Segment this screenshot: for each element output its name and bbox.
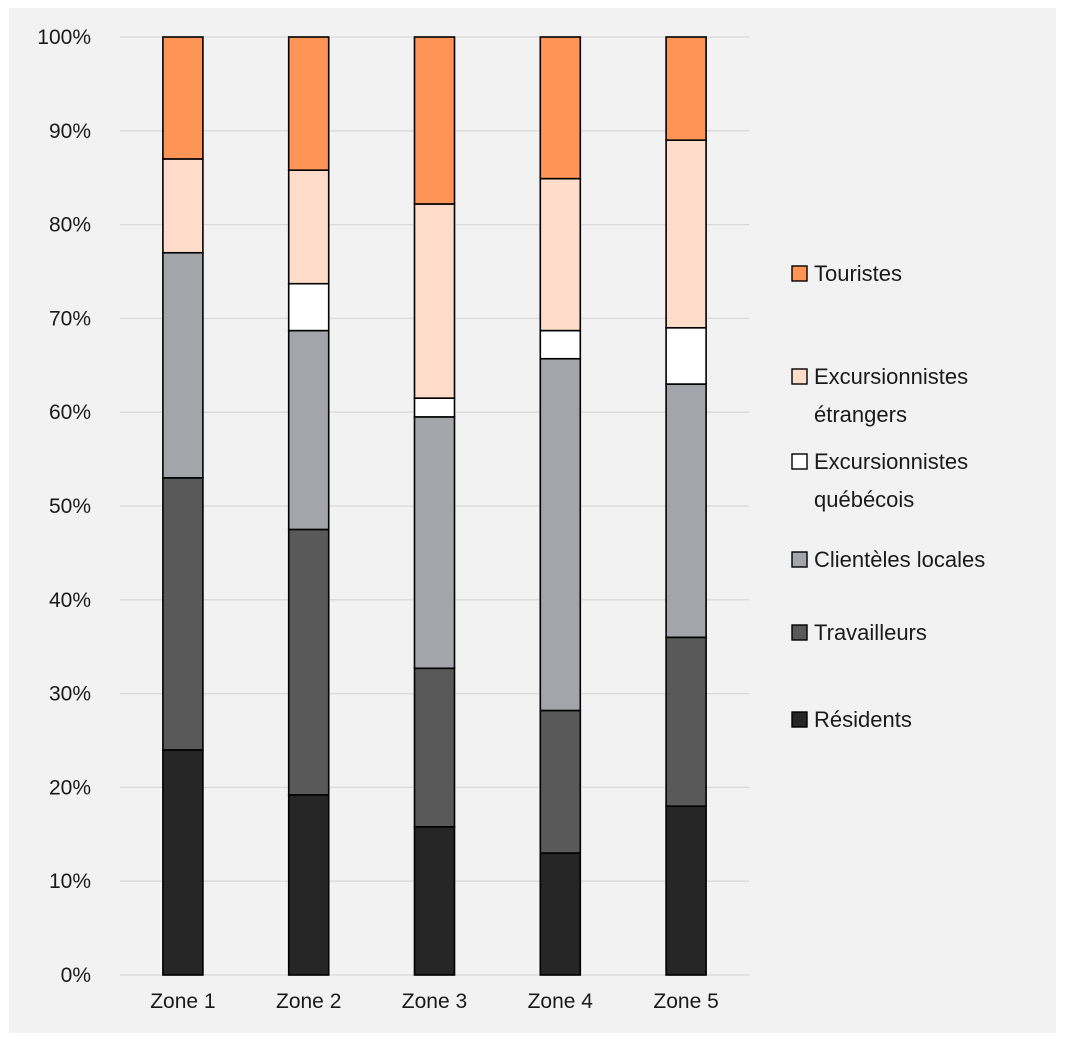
bar-segment [287,36,330,171]
y-tick-label: 70% [49,307,91,330]
legend-label: Touristes [814,261,902,286]
bar-segment [539,709,582,854]
y-tick-label: 20% [49,776,91,799]
legend-swatch [791,265,808,282]
legend-swatch [791,368,808,385]
bar-segment [287,169,330,285]
bar-segment [665,805,707,976]
x-tick-label: Zone 2 [276,990,341,1013]
legend-swatch [791,711,808,728]
legend-label: Excursionnistes [814,449,968,474]
y-tick-label: 10% [49,870,91,893]
x-tick-label: Zone 1 [150,990,215,1013]
legend-label: Résidents [814,707,912,732]
y-tick-label: 100% [37,26,91,49]
bar-segment [162,36,204,160]
legend-swatch [791,453,808,470]
bar-segment [287,282,330,332]
stacked-bar-chart: 0% 10% 20% 30% 40% 50% 60% 70% 80% 90% 100% Zone 1 Z… [37,26,985,1013]
bar-segment [162,749,204,976]
x-tick-label: Zone 3 [402,990,467,1013]
bar-segment [162,251,204,479]
bar-segment [539,36,582,180]
bar-segment [287,528,330,796]
bar-segment [413,203,456,399]
legend-label: québécois [814,487,914,512]
bar-segment [413,667,456,828]
y-tick-label: 80% [49,214,91,237]
bar-segment [413,825,456,976]
legend-label: Travailleurs [814,620,927,645]
bar-segment [162,477,204,751]
chart-panel: 0% 10% 20% 30% 40% 50% 60% 70% 80% 90% 100% Zone 1 Z… [9,8,1056,1033]
bar-segment [539,177,582,332]
bar-segment [287,794,330,976]
bar-segment [539,329,582,360]
bar-segment [665,36,707,141]
bar-segment [539,852,582,976]
x-tick-label: Zone 5 [653,990,718,1013]
bar-segment [665,636,707,807]
bar-segment [413,36,456,205]
bar-segment [287,329,330,531]
x-tick-label: Zone 4 [528,990,594,1013]
bar-segment [665,383,707,639]
bar-segment [162,158,204,254]
y-tick-label: 50% [49,495,91,518]
legend-swatch [791,624,808,641]
bar-segment [665,139,707,329]
y-tick-label: 0% [61,964,91,987]
bar-segment [413,397,456,418]
legend-label: Excursionnistes [814,364,968,389]
bar-segment [413,416,456,670]
bar-segment [665,326,707,385]
y-tick-label: 30% [49,683,91,706]
y-tick-label: 90% [49,120,91,143]
legend-label: étrangers [814,402,907,427]
y-tick-label: 60% [49,401,91,424]
legend-label: Clientèles locales [814,547,985,572]
bar-segment [539,357,582,712]
legend-swatch [791,551,808,568]
y-tick-label: 40% [49,589,91,612]
